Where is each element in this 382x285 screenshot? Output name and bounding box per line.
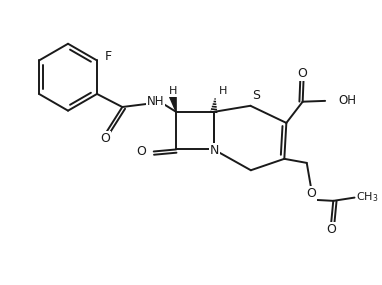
Text: O: O [326,223,336,236]
Text: O: O [298,68,308,80]
Text: N: N [210,144,219,157]
Text: H: H [219,86,227,97]
Text: O: O [100,132,110,145]
Text: F: F [104,50,112,63]
Text: H: H [169,86,177,96]
Polygon shape [170,96,176,112]
Text: NH: NH [147,95,165,108]
Text: OH: OH [338,94,356,107]
Text: O: O [136,145,146,158]
Text: CH$_3$: CH$_3$ [356,190,379,204]
Text: O: O [306,188,316,200]
Text: S: S [252,89,260,102]
